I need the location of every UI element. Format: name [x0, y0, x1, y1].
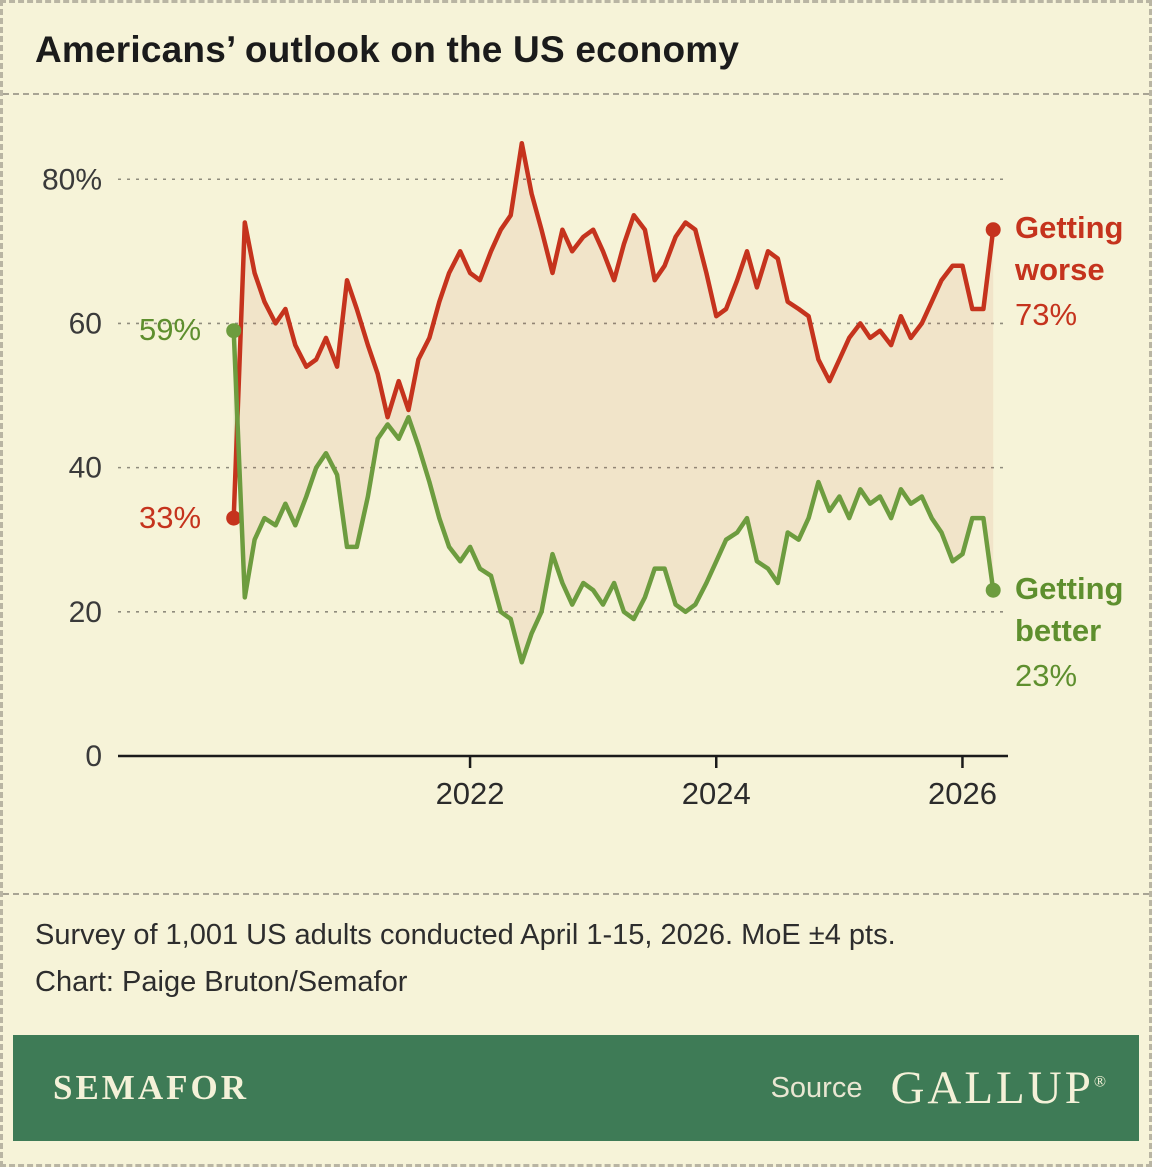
x-tick-label: 2022 [436, 776, 505, 811]
better-end-label: Getting better 23% [1015, 568, 1149, 697]
footnotes: Survey of 1,001 US adults conducted Apri… [3, 919, 1149, 999]
endpoint-dot [226, 323, 242, 339]
x-tick-label: 2026 [928, 776, 997, 811]
line-getting-better [231, 328, 996, 665]
chart-area: 80% 60 40 20 0 2022 2024 2026 59% 33% Getting w… [3, 101, 1149, 821]
endpoint-dot [985, 582, 1001, 598]
top-divider [3, 93, 1149, 95]
line-chart: 80% 60 40 20 0 2022 2024 2026 [42, 140, 1008, 811]
chart-credit: Chart: Paige Bruton/Semafor [35, 966, 408, 998]
semafor-logo: SEMAFOR [53, 1068, 249, 1107]
bottom-divider [3, 893, 1149, 895]
worse-end-value: 73% [1015, 297, 1078, 333]
endpoint-dot [985, 222, 1001, 238]
y-tick-label: 60 [69, 307, 102, 340]
fill-region-worse-above [237, 143, 994, 663]
footer-bar: SEMAFOR Source GALLUP® [13, 1035, 1139, 1141]
gallup-logo: GALLUP® [890, 1061, 1109, 1115]
y-tick-label: 40 [69, 452, 102, 485]
y-tick-label: 80% [42, 163, 102, 196]
survey-note: Survey of 1,001 US adults conducted Apri… [35, 919, 896, 951]
source-group: Source GALLUP® [771, 1061, 1109, 1115]
y-tick-label: 0 [85, 740, 102, 773]
source-label: Source [770, 1071, 863, 1104]
worse-series-name: Getting worse [1015, 210, 1124, 288]
better-end-value: 23% [1015, 658, 1078, 694]
better-start-value-label: 59% [139, 312, 202, 347]
page-title: Americans’ outlook on the US economy [35, 29, 740, 70]
worse-end-label: Getting worse 73% [1015, 207, 1149, 336]
x-tick-label: 2024 [682, 776, 751, 811]
endpoint-dot [226, 510, 242, 526]
registered-trademark-icon: ® [1093, 1073, 1109, 1091]
worse-start-value-label: 33% [139, 500, 202, 535]
y-tick-label: 20 [69, 596, 102, 629]
gallup-wordmark: GALLUP [890, 1062, 1094, 1114]
line-getting-worse [231, 140, 996, 521]
better-series-name: Getting better [1015, 571, 1124, 649]
